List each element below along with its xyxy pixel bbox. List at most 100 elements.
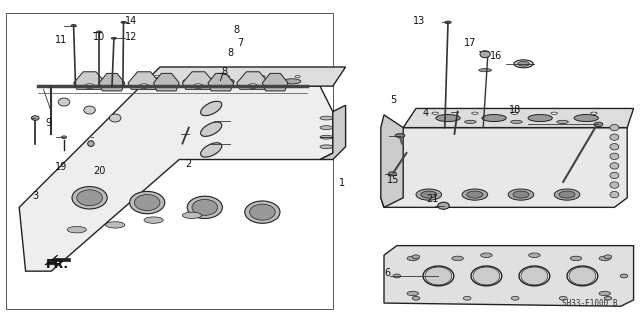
Ellipse shape xyxy=(599,256,611,261)
Ellipse shape xyxy=(551,112,557,115)
Ellipse shape xyxy=(463,296,471,300)
Polygon shape xyxy=(262,73,288,91)
Text: 8: 8 xyxy=(234,25,240,35)
Ellipse shape xyxy=(407,256,419,261)
Ellipse shape xyxy=(620,274,628,278)
Ellipse shape xyxy=(189,76,195,78)
Polygon shape xyxy=(237,72,269,89)
Ellipse shape xyxy=(140,84,149,89)
Ellipse shape xyxy=(248,84,258,89)
Ellipse shape xyxy=(508,189,534,200)
Text: FR.: FR. xyxy=(46,258,69,271)
Text: 1: 1 xyxy=(339,178,346,189)
Ellipse shape xyxy=(182,212,202,219)
Text: 2: 2 xyxy=(186,159,192,169)
Ellipse shape xyxy=(570,256,582,261)
Ellipse shape xyxy=(396,134,405,137)
Ellipse shape xyxy=(295,76,300,78)
Ellipse shape xyxy=(111,37,116,39)
Ellipse shape xyxy=(591,112,597,115)
Bar xyxy=(6,13,333,309)
Text: 5: 5 xyxy=(390,95,397,106)
Polygon shape xyxy=(208,73,234,91)
Ellipse shape xyxy=(393,274,401,278)
Polygon shape xyxy=(384,246,634,306)
Ellipse shape xyxy=(445,21,451,24)
Ellipse shape xyxy=(567,266,598,286)
Ellipse shape xyxy=(225,76,230,78)
Ellipse shape xyxy=(320,126,333,130)
Ellipse shape xyxy=(604,255,612,259)
Ellipse shape xyxy=(412,255,420,259)
Ellipse shape xyxy=(610,144,619,150)
Ellipse shape xyxy=(320,135,333,139)
Ellipse shape xyxy=(109,114,121,122)
Text: 7: 7 xyxy=(237,38,243,48)
Text: 19: 19 xyxy=(54,162,67,173)
Ellipse shape xyxy=(188,196,223,219)
Ellipse shape xyxy=(438,202,449,209)
Ellipse shape xyxy=(88,141,94,146)
Ellipse shape xyxy=(154,76,159,78)
Polygon shape xyxy=(403,108,634,128)
Ellipse shape xyxy=(412,296,420,300)
Text: 16: 16 xyxy=(490,51,502,61)
Ellipse shape xyxy=(471,266,502,286)
Ellipse shape xyxy=(599,291,611,296)
Ellipse shape xyxy=(511,296,519,300)
Ellipse shape xyxy=(610,124,619,131)
Text: 7: 7 xyxy=(218,73,224,83)
Ellipse shape xyxy=(604,296,612,300)
Ellipse shape xyxy=(480,51,490,58)
Text: 21: 21 xyxy=(426,194,438,204)
Text: 8: 8 xyxy=(227,48,234,58)
Polygon shape xyxy=(99,73,125,91)
Ellipse shape xyxy=(200,143,222,157)
Ellipse shape xyxy=(183,79,201,84)
Polygon shape xyxy=(381,115,403,207)
Ellipse shape xyxy=(97,31,102,33)
Text: SH33-E1000 B: SH33-E1000 B xyxy=(562,299,618,308)
Ellipse shape xyxy=(557,120,568,123)
Ellipse shape xyxy=(511,112,518,115)
Ellipse shape xyxy=(72,187,108,209)
Text: 10: 10 xyxy=(93,32,106,42)
Ellipse shape xyxy=(472,112,478,115)
Ellipse shape xyxy=(610,191,619,198)
Polygon shape xyxy=(128,72,160,89)
Ellipse shape xyxy=(425,267,452,285)
Text: 17: 17 xyxy=(464,38,477,48)
Ellipse shape xyxy=(528,115,552,122)
Ellipse shape xyxy=(559,191,575,198)
Ellipse shape xyxy=(514,60,533,68)
Text: 13: 13 xyxy=(413,16,426,26)
Ellipse shape xyxy=(529,253,540,257)
Text: 4: 4 xyxy=(422,108,429,118)
Ellipse shape xyxy=(250,79,268,84)
Ellipse shape xyxy=(388,172,397,176)
Ellipse shape xyxy=(479,69,492,72)
Ellipse shape xyxy=(511,120,522,123)
Ellipse shape xyxy=(58,98,70,106)
Ellipse shape xyxy=(200,101,222,116)
Text: 15: 15 xyxy=(387,175,400,185)
Polygon shape xyxy=(45,255,70,265)
Ellipse shape xyxy=(452,256,463,261)
Ellipse shape xyxy=(482,115,506,122)
Ellipse shape xyxy=(200,122,222,137)
Ellipse shape xyxy=(67,226,86,233)
Ellipse shape xyxy=(513,191,529,198)
Text: 8: 8 xyxy=(221,67,227,77)
Polygon shape xyxy=(381,128,627,207)
Text: 14: 14 xyxy=(125,16,138,26)
Text: 11: 11 xyxy=(54,35,67,45)
Ellipse shape xyxy=(436,115,460,122)
Ellipse shape xyxy=(61,136,67,138)
Ellipse shape xyxy=(559,296,567,300)
Text: 18: 18 xyxy=(509,105,522,115)
Ellipse shape xyxy=(194,84,204,89)
Ellipse shape xyxy=(594,122,603,127)
Ellipse shape xyxy=(432,112,438,115)
Ellipse shape xyxy=(144,217,163,223)
Ellipse shape xyxy=(216,79,234,84)
